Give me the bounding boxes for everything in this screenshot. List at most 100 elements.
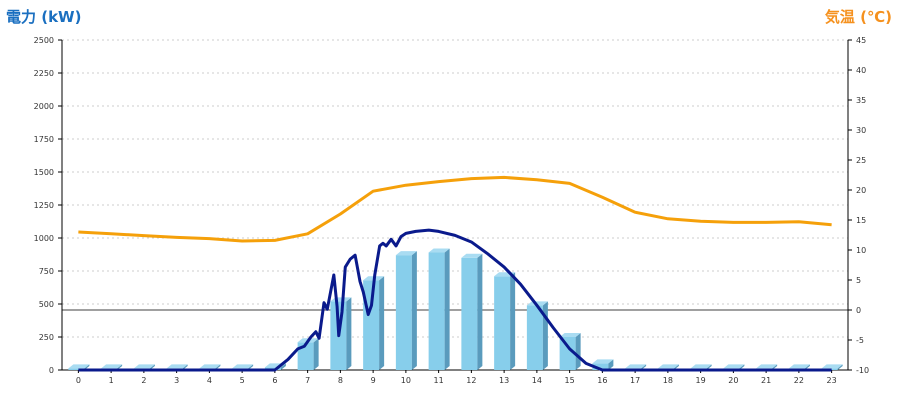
bar-front [363,280,380,370]
bar-front [494,276,511,370]
right-tick-label: 0 [856,306,861,315]
bar-side [379,276,385,370]
x-tick-label: 8 [338,376,343,385]
bar-top [232,364,254,369]
right-tick-label: 40 [856,66,866,75]
x-tick-label: 10 [401,376,411,385]
bar-top [461,253,483,258]
bar-side [411,251,417,370]
right-tick-label: 45 [856,36,866,45]
bar-side [542,301,548,370]
bar [592,359,614,370]
left-tick-label: 1500 [34,168,54,177]
bar-side [575,333,581,370]
x-tick-label: 15 [565,376,575,385]
left-tick-label: 500 [39,300,54,309]
right-tick-label: -10 [856,366,869,375]
bar-top [166,364,188,369]
x-tick-label: 11 [434,376,444,385]
x-tick-label: 22 [794,376,804,385]
right-tick-label: 20 [856,186,866,195]
bar [526,301,548,370]
x-tick-label: 1 [109,376,114,385]
bar-side [608,359,614,370]
x-tick-label: 5 [240,376,245,385]
bar-top [690,364,712,369]
x-tick-label: 16 [597,376,607,385]
bar [494,272,516,370]
x-tick-label: 21 [761,376,771,385]
bar-front [592,363,609,370]
bar-side [477,253,483,370]
bar-top [395,251,417,256]
right-tick-label: 15 [856,216,866,225]
left-tick-label: 2000 [34,102,54,111]
right-tick-label: 10 [856,246,866,255]
temperature-line [78,175,832,243]
bar-front [461,257,478,370]
left-axis-title: 電力 (kW) [6,8,82,26]
left-tick-label: 250 [39,333,54,342]
bar-side [313,338,319,370]
x-tick-label: 18 [663,376,673,385]
right-tick-label: -5 [856,336,864,345]
bar [395,251,417,370]
left-tick-label: 1250 [34,201,54,210]
bar-top [199,364,221,369]
bar-top [526,301,548,306]
bar-top [133,364,155,369]
bar-side [280,363,286,370]
bar-top [723,364,745,369]
right-tick-label: 5 [856,276,861,285]
x-tick-label: 9 [371,376,376,385]
left-tick-label: 2500 [34,36,54,45]
left-tick-label: 750 [39,267,54,276]
bar-side [510,272,516,370]
bar-top [625,364,647,369]
right-tick-label: 25 [856,156,866,165]
right-tick-label: 30 [856,126,866,135]
bar-top [428,248,450,253]
bar [297,338,319,370]
bar-front [68,368,85,370]
left-tick-label: 1750 [34,135,54,144]
bar [559,333,581,370]
bar-front [428,252,445,370]
x-tick-label: 19 [696,376,706,385]
bar-front [526,305,543,370]
bar-side [444,248,450,370]
bar-top [68,364,90,369]
bar-front [559,337,576,370]
x-tick-label: 6 [272,376,277,385]
x-tick-label: 13 [499,376,509,385]
x-tick-label: 17 [630,376,640,385]
bar-top [657,364,679,369]
x-tick-label: 23 [827,376,837,385]
right-axis-title: 気温 (℃) [824,8,892,26]
x-tick-label: 3 [174,376,179,385]
x-tick-label: 4 [207,376,212,385]
bar-side [346,297,352,370]
bar [461,253,483,370]
x-tick-label: 20 [728,376,738,385]
bar-top [592,359,614,364]
bar-top [788,364,810,369]
x-tick-label: 12 [466,376,476,385]
bar-top [101,364,123,369]
bar-side [837,364,843,370]
x-tick-label: 2 [141,376,146,385]
bar-front [297,342,314,370]
bar [428,248,450,370]
bar-top [821,364,843,369]
x-tick-label: 0 [76,376,81,385]
x-tick-label: 14 [532,376,542,385]
bar-top [756,364,778,369]
bar-front [395,255,412,370]
right-tick-label: 35 [856,96,866,105]
left-tick-label: 2250 [34,69,54,78]
bar-top [559,333,581,337]
power-line [78,228,832,372]
left-tick-label: 1000 [34,234,54,243]
